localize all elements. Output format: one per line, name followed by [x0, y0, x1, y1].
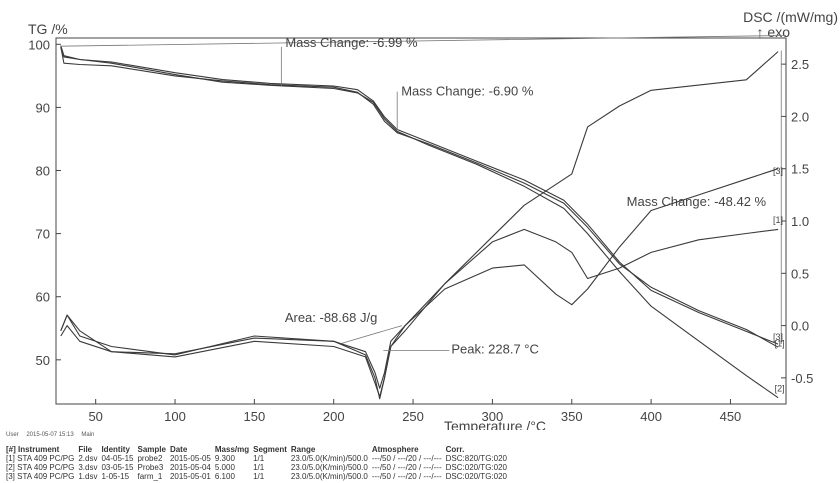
y-left-tick-label: 80	[36, 164, 50, 179]
table-header-cell: Sample	[137, 445, 166, 454]
mass-change-baseline	[60, 35, 787, 47]
user-label: User	[6, 432, 19, 438]
table-header-cell: Mass/mg	[214, 445, 250, 454]
y-right-tick-label: 0.5	[791, 266, 809, 281]
y-right-tick-label: 2.0	[791, 109, 809, 124]
curve-number-label: [1]	[773, 215, 783, 225]
table-cell: ---/50 / ---/20 / ---/---	[371, 463, 442, 472]
x-tick-label: 400	[640, 409, 662, 424]
dsc-curve	[60, 228, 779, 398]
table-cell: probe2	[137, 454, 163, 463]
table-header-cell: Atmosphere	[371, 445, 419, 454]
x-tick-label: 200	[323, 409, 345, 424]
annotation-label: Mass Change: -6.90 %	[401, 84, 534, 99]
table-header-cell: Corr.	[445, 445, 465, 454]
user-timestamp: 2015-05-07 15:13	[26, 432, 74, 438]
table-cell: 6.100	[214, 472, 235, 481]
table-cell: farm_1	[137, 472, 163, 481]
y-left-tick-label: 50	[36, 353, 50, 368]
table-cell: 9.300	[214, 454, 235, 463]
table-cell: 2015-05-05	[169, 454, 211, 463]
user-line: User 2015-05-07 15:13 Main	[6, 432, 100, 438]
table-cell: Probe3	[137, 463, 164, 472]
table-header-cell: Range	[290, 445, 316, 454]
table-cell: 03-05-15	[101, 463, 134, 472]
y-left-tick-label: 60	[36, 290, 50, 305]
left-axis-title: TG /%	[28, 21, 68, 37]
y-left-tick-label: 90	[36, 100, 50, 115]
table-cell: 1/1	[253, 454, 265, 463]
y-left-tick-label: 100	[28, 37, 50, 52]
annotation-label: Peak: 228.7 °C	[451, 342, 539, 357]
table-cell: DSC:020/TG:020	[445, 463, 507, 472]
table-cell: 23.0/5.0(K/min)/500.0	[290, 472, 368, 481]
table-header-cell: [#] Instrument	[6, 445, 60, 454]
y-right-tick-label: -0.5	[791, 371, 813, 386]
table-row: [3] STA 409 PC/PG 1.dsv 1-05-15 farm_1 2015-…	[6, 472, 511, 481]
x-tick-label: 450	[720, 409, 742, 424]
annotation-label: Mass Change: -48.42 %	[627, 194, 767, 209]
y-left-tick-label: 70	[36, 227, 50, 242]
table-header-row: [#] Instrument File Identity Sample Date Mass…	[6, 445, 511, 454]
y-right-tick-label: 0.0	[791, 319, 809, 334]
table-cell: 2015-05-01	[169, 472, 211, 481]
table-cell: 2.dsv	[78, 454, 98, 463]
curve-number-label: [2]	[775, 383, 785, 393]
table-body: [1] STA 409 PC/PG 2.dsv 04-05-15 probe2 2015…	[6, 454, 511, 481]
table-cell: [1] STA 409 PC/PG	[6, 454, 75, 463]
tg-curve	[60, 45, 779, 399]
x-tick-label: 350	[561, 409, 583, 424]
table-cell: ---/50 / ---/20 / ---/---	[371, 454, 442, 463]
info-footer: User 2015-05-07 15:13 Main [#] Instrumen…	[0, 430, 840, 483]
area-baseline	[341, 325, 403, 344]
right-axis-title: DSC /(mW/mg)	[743, 9, 838, 25]
annotation-label: Area: -88.68 J/g	[285, 310, 378, 325]
table-cell: 1/1	[253, 463, 265, 472]
table-header-cell: Segment	[253, 445, 287, 454]
table-cell: 04-05-15	[101, 454, 134, 463]
table-cell: [2] STA 409 PC/PG	[6, 463, 75, 472]
table-cell: 23.0/5.0(K/min)/500.0	[290, 454, 368, 463]
dsc-curve	[60, 51, 779, 400]
table-cell: DSC:820/TG:020	[445, 454, 507, 463]
table-cell: 23.0/5.0(K/min)/500.0	[290, 463, 368, 472]
plot-layer: 50 100 150 200 250 300 350 400 450 50 60 70 80 90 100 -…	[28, 35, 813, 424]
y-right-tick-label: 2.5	[791, 57, 809, 72]
measurement-table: [#] Instrument File Identity Sample Date Mass…	[6, 445, 511, 481]
table-cell: 1.dsv	[78, 472, 98, 481]
curve-number-label: [1]	[775, 338, 785, 348]
table-header-cell: Date	[169, 445, 188, 454]
curve-number-label: [3]	[773, 166, 783, 176]
user-mode: Main	[81, 432, 95, 438]
x-tick-label: 50	[88, 409, 102, 424]
curve-number-label: [3]	[773, 332, 783, 342]
y-right-tick-label: 1.0	[791, 214, 809, 229]
tg-curve	[60, 46, 779, 348]
table-header-cell: Identity	[101, 445, 130, 454]
x-axis-title: Temperature /°C	[444, 418, 546, 430]
x-tick-label: 300	[482, 409, 504, 424]
table-row: [2] STA 409 PC/PG 3.dsv 03-05-15 Probe3 2015…	[6, 463, 511, 472]
table-cell: 5.000	[214, 463, 235, 472]
x-tick-label: 150	[244, 409, 266, 424]
table-cell: 1-05-15	[101, 472, 130, 481]
table-cell: 2015-05-04	[169, 463, 211, 472]
table-cell: 1/1	[253, 472, 265, 481]
y-right-tick-label: 1.5	[791, 162, 809, 177]
table-cell: 3.dsv	[78, 463, 98, 472]
x-tick-label: 250	[402, 409, 424, 424]
annotation-label: Mass Change: -6.99 %	[285, 35, 418, 50]
table-row: [1] STA 409 PC/PG 2.dsv 04-05-15 probe2 2015…	[6, 454, 511, 463]
table-header-cell: File	[78, 445, 93, 454]
tg-dsc-chart: TG /% DSC /(mW/mg) ↑ exo Temperature /°C…	[28, 9, 838, 430]
table-cell: ---/50 / ---/20 / ---/---	[371, 472, 442, 481]
table-cell: DSC:020/TG:020	[445, 472, 507, 481]
table-cell: [3] STA 409 PC/PG	[6, 472, 75, 481]
x-tick-label: 100	[164, 409, 186, 424]
